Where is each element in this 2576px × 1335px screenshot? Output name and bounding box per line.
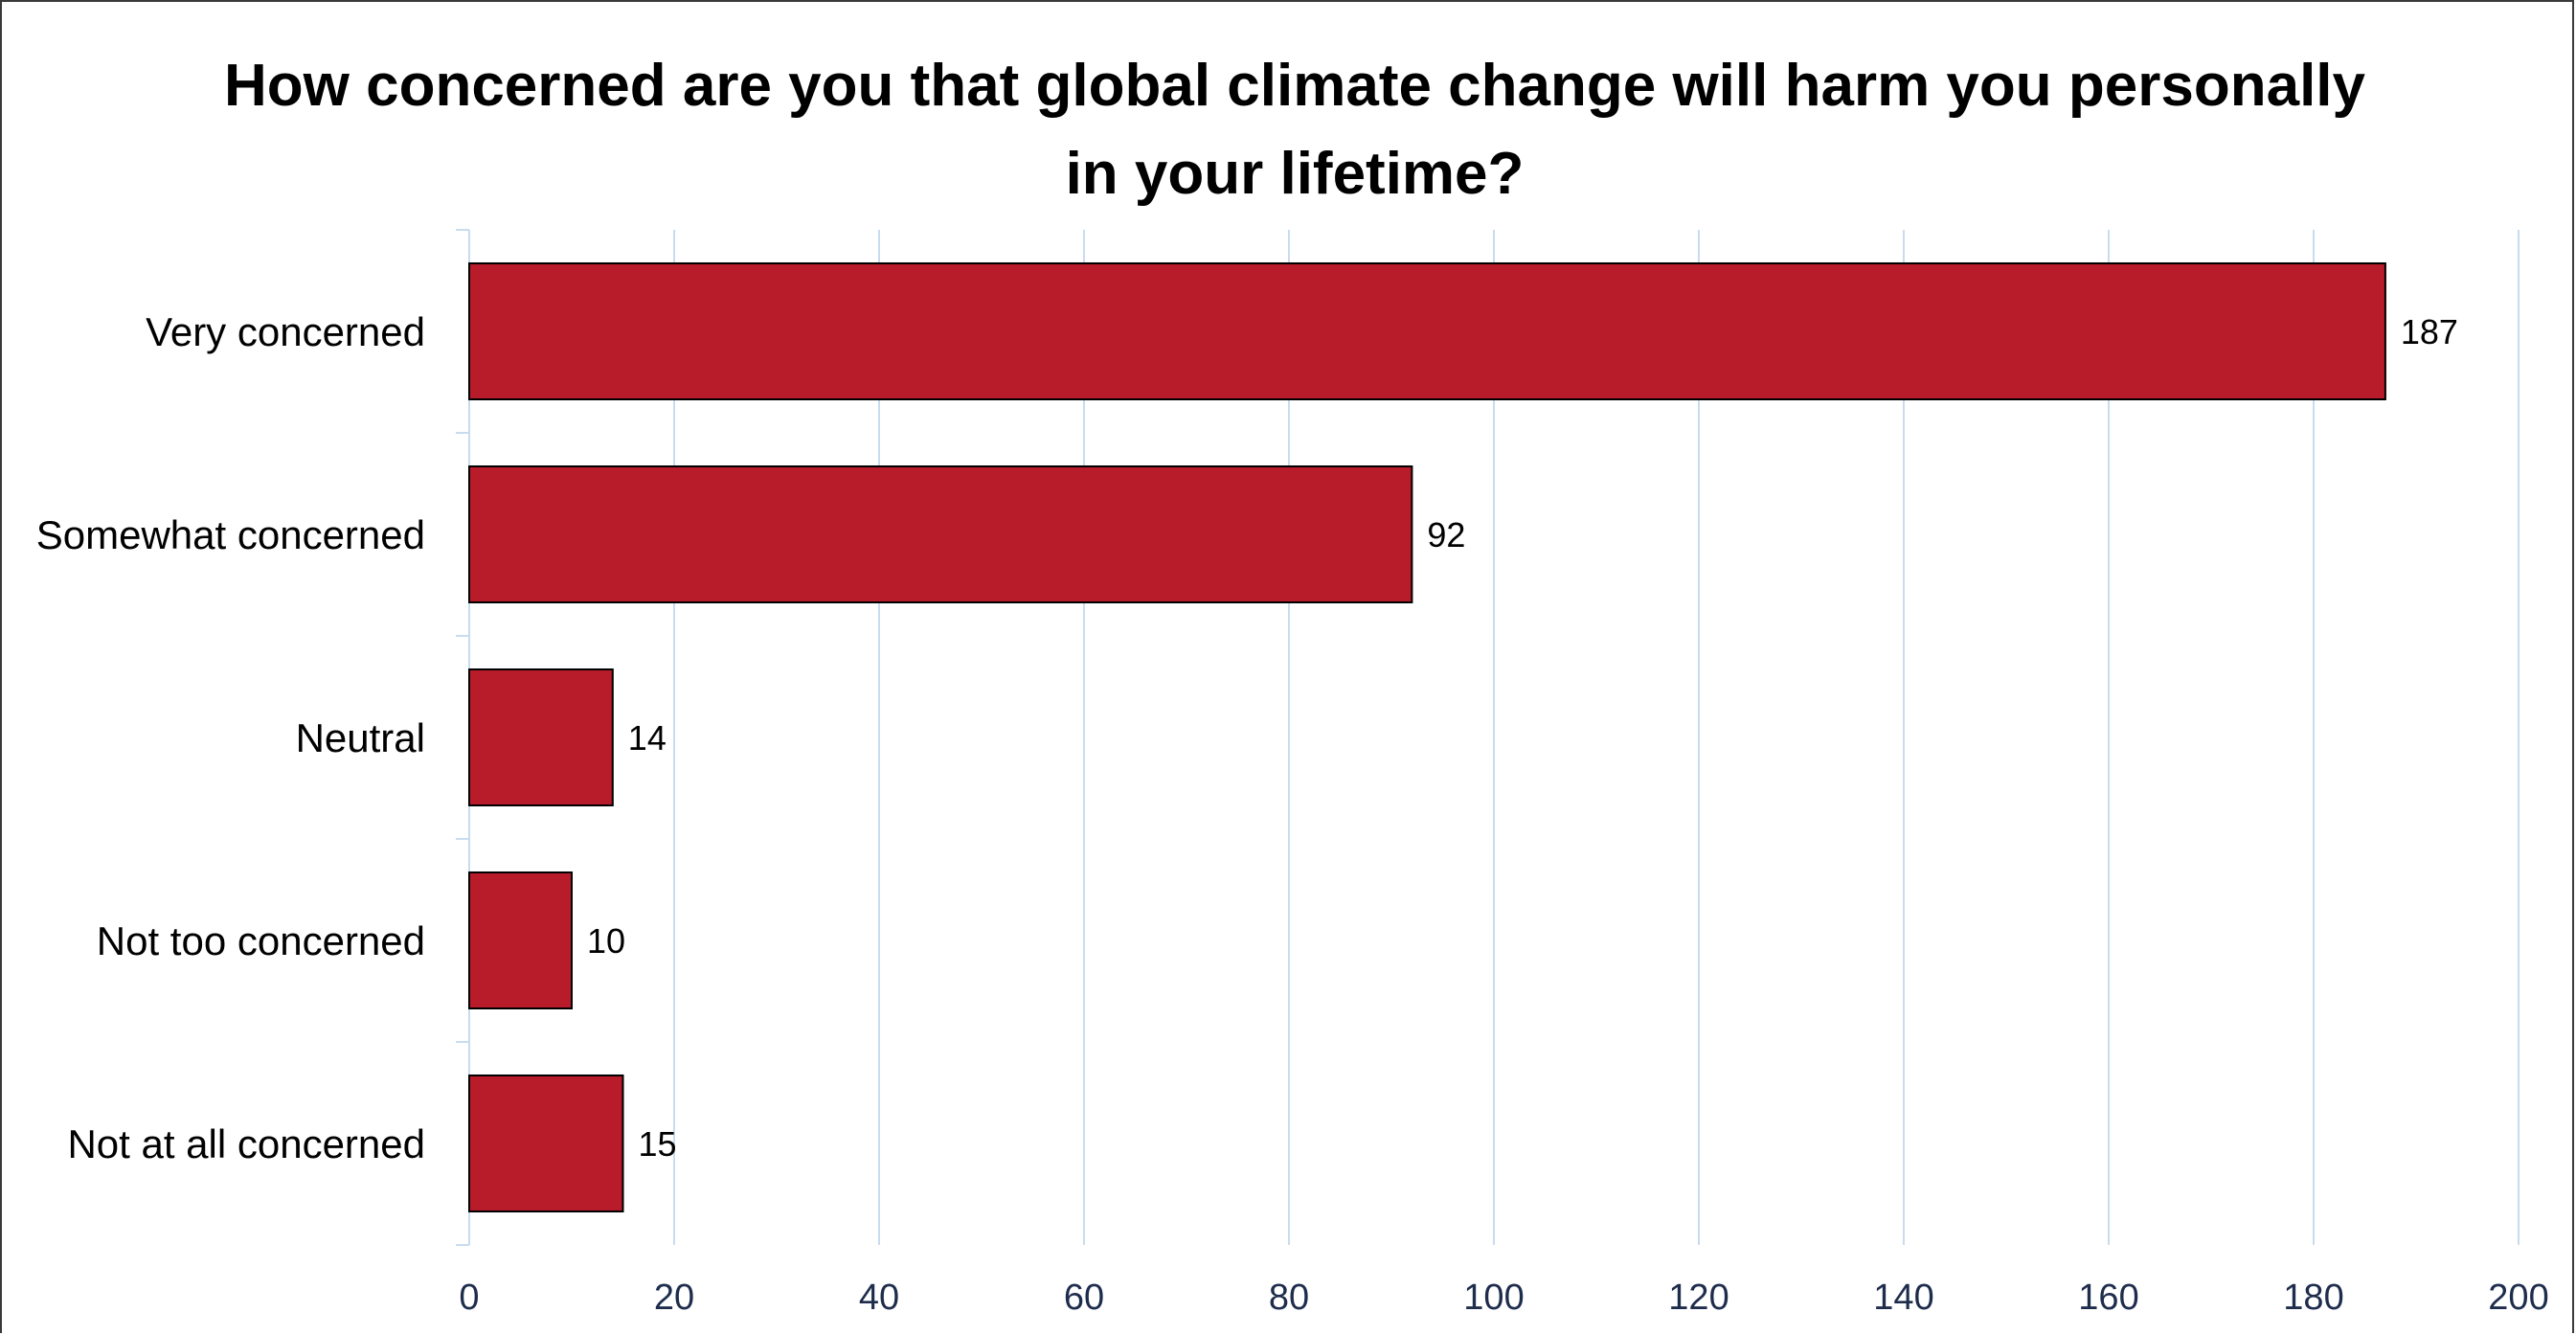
x-tick-label: 140	[1873, 1278, 1933, 1318]
category-label: Not at all concerned	[67, 1121, 425, 1166]
x-tick-label: 100	[1463, 1278, 1524, 1318]
category-label: Neutral	[296, 715, 425, 760]
bar	[468, 871, 573, 1009]
bar	[468, 465, 1413, 603]
x-tick-label: 180	[2283, 1278, 2343, 1318]
x-tick-label: 0	[459, 1278, 479, 1318]
x-tick-label: 160	[2078, 1278, 2138, 1318]
x-tick-label: 20	[654, 1278, 694, 1318]
bars	[468, 262, 2386, 1212]
x-tick-label: 80	[1269, 1278, 1309, 1318]
data-label: 15	[639, 1124, 677, 1164]
data-label: 187	[2401, 312, 2458, 351]
category-label: Somewhat concerned	[36, 512, 425, 557]
bar	[468, 1075, 624, 1212]
x-tick-label: 120	[1668, 1278, 1729, 1318]
x-tick-labels: 0 20 40 60 80 100 120 140 160 180 200	[459, 1278, 2548, 1318]
category-axis	[456, 229, 470, 1246]
data-label: 14	[628, 718, 667, 758]
bar	[468, 668, 614, 806]
x-tick-label: 200	[2488, 1278, 2548, 1318]
data-label: 10	[587, 921, 625, 961]
data-label: 92	[1427, 515, 1465, 554]
category-label: Not too concerned	[97, 918, 425, 963]
chart-title: How concerned are you that global climat…	[224, 53, 2365, 207]
category-labels: Very concerned Somewhat concerned Neutral N…	[36, 309, 425, 1166]
bar	[468, 262, 2386, 400]
x-tick-label: 60	[1064, 1278, 1104, 1318]
category-label: Very concerned	[146, 309, 425, 354]
data-labels: 187 92 14 10 15	[587, 312, 2458, 1164]
x-tick-label: 40	[859, 1278, 899, 1318]
